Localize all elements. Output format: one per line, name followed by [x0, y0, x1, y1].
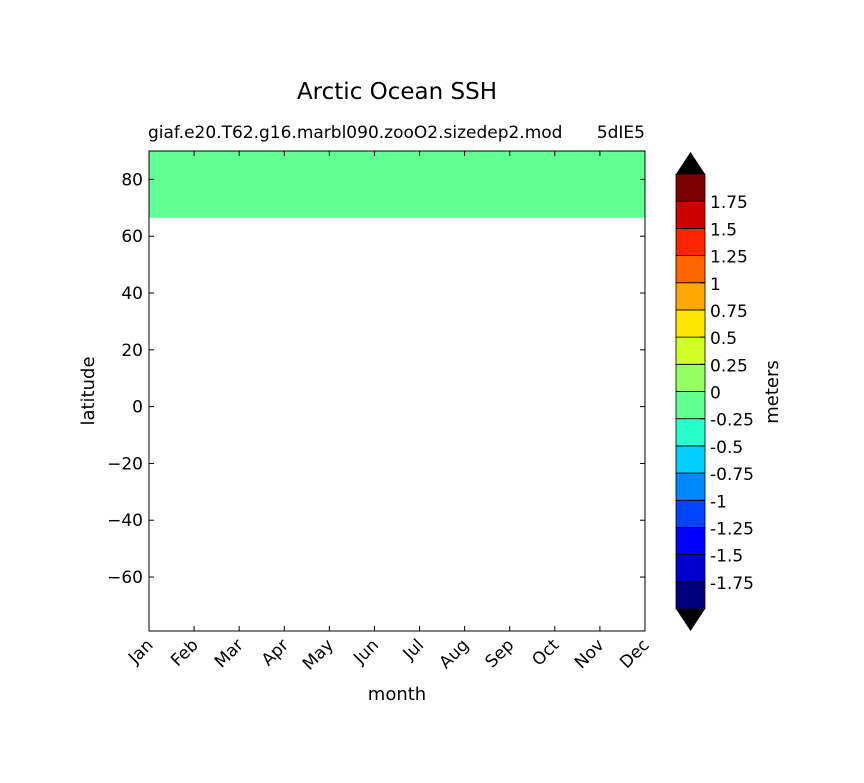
x-tick-label: Aug — [436, 635, 474, 673]
x-tick-label: May — [299, 635, 338, 674]
colorbar-tick-label: 1.5 — [710, 220, 737, 240]
colorbar-bin — [675, 391, 706, 420]
chart-subtitle-right: 5dIE5 — [597, 123, 645, 143]
y-axis: 80 60 40 20 0 −20 −40 −60 — [107, 170, 645, 588]
plot-area — [148, 150, 646, 632]
filled-region-arctic — [149, 151, 645, 218]
colorbar-bin — [675, 363, 706, 392]
colorbar-tick-label: -1.75 — [710, 574, 754, 594]
colorbar-bin — [675, 282, 706, 311]
x-tick-label: Oct — [528, 635, 563, 670]
colorbar-extend-max — [676, 152, 705, 174]
x-tick-label: Jan — [124, 635, 157, 668]
x-tick-label: Apr — [258, 635, 293, 670]
y-tick-label: 0 — [132, 398, 143, 418]
chart-subtitle-run-name: giaf.e20.T62.g16.marbl090.zooO2.sizedep2… — [148, 123, 562, 143]
y-axis-label: latitude — [78, 356, 99, 425]
colorbar-bin — [675, 554, 706, 583]
colorbar-tick-label: -0.5 — [710, 438, 743, 458]
colorbar-tick-label: -0.25 — [710, 411, 754, 431]
y-tick-label: 20 — [121, 341, 143, 361]
x-tick-label: Sep — [481, 635, 518, 672]
colorbar-tick-label: 0.5 — [710, 329, 737, 349]
x-tick-label: Feb — [167, 635, 202, 670]
y-tick-label: 60 — [121, 227, 143, 247]
colorbar-tick-label: 1.75 — [710, 193, 748, 213]
colorbar-tick-label: 0.75 — [710, 302, 748, 322]
x-tick-label: Dec — [616, 635, 653, 672]
colorbar: -1.75 -1.5 -1.25 -1 -0.75 -0.5 -0.25 0 0.25 0.5 0.… — [675, 152, 754, 631]
y-tick-label: −20 — [107, 454, 143, 474]
x-axis: Jan Feb Mar Apr May Jun Jul Aug Sep Oct Nov Dec — [124, 151, 654, 674]
y-tick-label: 40 — [121, 284, 143, 304]
colorbar-bin — [675, 336, 706, 365]
colorbar-tick-label: 0 — [710, 384, 721, 404]
y-tick-label: 80 — [121, 170, 143, 190]
colorbar-extend-min — [676, 609, 705, 631]
plot-frame — [148, 150, 646, 632]
colorbar-tick-label: 1.25 — [710, 248, 748, 268]
chart-title: Arctic Ocean SSH — [297, 79, 497, 105]
colorbar-bin — [675, 499, 706, 528]
colorbar-bin — [675, 445, 706, 474]
x-axis-label: month — [368, 684, 426, 705]
colorbar-bin — [675, 227, 706, 256]
colorbar-tick-label: -1.25 — [710, 519, 754, 539]
colorbar-bin — [675, 173, 706, 202]
x-tick-label: Nov — [571, 635, 609, 673]
y-tick-label: −60 — [107, 568, 143, 588]
colorbar-bin — [675, 255, 706, 284]
colorbar-tick-label: -1 — [710, 492, 727, 512]
y-tick-label: −40 — [107, 511, 143, 531]
colorbar-bin — [675, 309, 706, 338]
colorbar-tick-label: 1 — [710, 275, 721, 295]
x-tick-label: Jul — [399, 635, 428, 664]
colorbar-bin — [675, 472, 706, 501]
colorbar-label: meters — [762, 360, 783, 424]
colorbar-tick-label: -0.75 — [710, 465, 754, 485]
x-tick-label: Jun — [349, 635, 383, 669]
colorbar-tick-label: 0.25 — [710, 356, 748, 376]
x-tick-label: Mar — [211, 635, 248, 672]
colorbar-bin — [675, 581, 706, 610]
colorbar-bin — [675, 527, 706, 556]
colorbar-tick-label: -1.5 — [710, 547, 743, 567]
colorbar-bin — [675, 418, 706, 447]
colorbar-bin — [675, 200, 706, 229]
